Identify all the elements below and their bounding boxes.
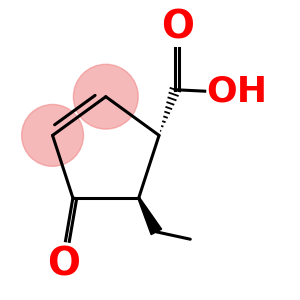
Polygon shape [138, 198, 162, 235]
Text: O: O [161, 9, 194, 47]
Circle shape [22, 104, 83, 166]
Circle shape [74, 64, 138, 129]
Text: OH: OH [206, 74, 267, 108]
Text: O: O [48, 245, 81, 283]
